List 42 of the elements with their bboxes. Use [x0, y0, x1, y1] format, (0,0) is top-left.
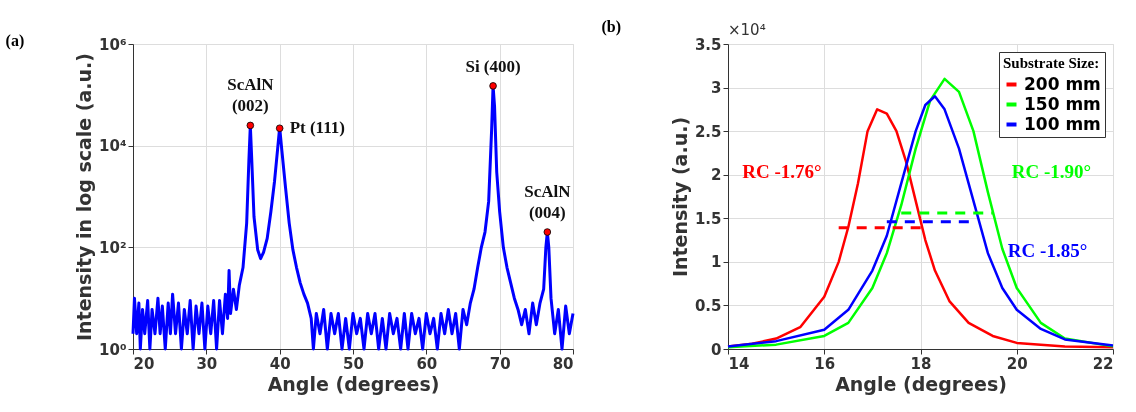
x-tick-label: 80: [552, 354, 574, 373]
y-axis-title: Intensity in log scale (a.u.): [73, 53, 96, 341]
y-tick-label: 1: [711, 253, 722, 272]
y-tick-label: 0: [711, 340, 722, 359]
x-tick-label: 70: [489, 354, 511, 373]
x-tick-label: 60: [416, 354, 438, 373]
x-axis-title: Angle (degrees): [267, 372, 440, 395]
x-tick-label: 22: [1092, 354, 1114, 373]
annotation: Si (400): [465, 56, 521, 76]
y-tick-label: 1.5: [694, 209, 722, 228]
annotation: RC -1.90°: [1011, 161, 1092, 183]
annotation: ScAlN (002): [227, 75, 275, 116]
y-tick-label: 2.5: [694, 122, 722, 141]
annotation: ScAlN (004): [524, 182, 572, 223]
annotation: RC -1.76°: [742, 161, 822, 183]
text: ×10⁴: [728, 20, 766, 39]
y-tick-label: 2: [711, 166, 722, 185]
y-tick-label: 3.5: [694, 35, 722, 54]
y-tick-label: 0.5: [694, 296, 722, 315]
legend-label: 150 mm: [1024, 93, 1101, 114]
x-tick-label: 30: [196, 354, 218, 373]
annotation: RC -1.85°: [1007, 240, 1088, 262]
y-tick-label: 10⁰: [99, 340, 127, 359]
chart-title: (a): [5, 32, 25, 50]
y-tick-label: 10⁴: [99, 137, 127, 156]
x-tick-label: 20: [1006, 354, 1028, 373]
x-axis-title: Angle (degrees): [835, 372, 1007, 395]
y-tick-label: 10⁶: [99, 35, 127, 54]
annotation: Pt (111): [289, 118, 345, 138]
y-tick-label: 10²: [99, 238, 127, 257]
x-tick-label: 14: [728, 354, 750, 373]
x-tick-label: 16: [814, 354, 836, 373]
legend-label: 100 mm: [1024, 113, 1101, 134]
legend-title: Substrate Size:: [1003, 55, 1100, 71]
x-tick-label: 20: [133, 354, 155, 373]
x-tick-label: 40: [269, 354, 291, 373]
y-tick-label: 3: [711, 79, 722, 98]
x-tick-label: 50: [343, 354, 364, 373]
legend-label: 200 mm: [1024, 73, 1101, 94]
chart-title: (b): [601, 17, 621, 36]
y-axis-title: Intensity (a.u.): [668, 116, 691, 278]
x-tick-label: 18: [910, 354, 932, 373]
